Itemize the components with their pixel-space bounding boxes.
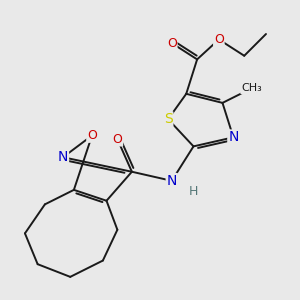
Text: O: O: [167, 37, 177, 50]
Text: O: O: [112, 133, 122, 146]
Text: N: N: [228, 130, 239, 144]
Text: O: O: [87, 129, 97, 142]
Text: S: S: [164, 112, 172, 126]
Text: N: N: [58, 150, 68, 164]
Text: H: H: [189, 185, 198, 198]
Text: CH₃: CH₃: [241, 83, 262, 93]
Text: N: N: [167, 174, 177, 188]
Text: O: O: [214, 33, 224, 46]
